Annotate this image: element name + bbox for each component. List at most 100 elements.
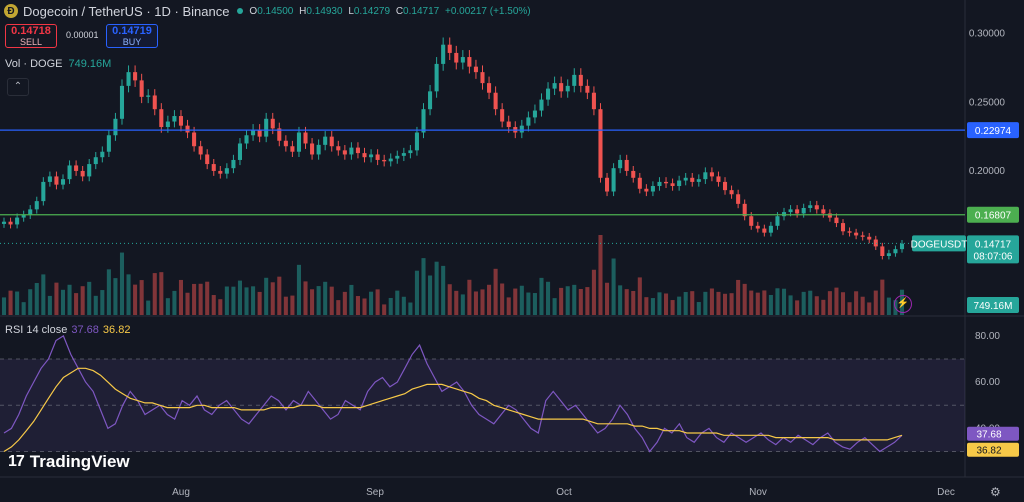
volume-bar	[441, 265, 446, 315]
candle-body	[290, 146, 295, 152]
candle-body	[690, 177, 695, 182]
volume-bar	[867, 302, 872, 315]
volume-bar	[467, 279, 472, 315]
lightning-icon[interactable]: ⚡	[894, 295, 912, 313]
ohlc-open: 0.14500	[257, 5, 294, 17]
volume-bar	[880, 279, 885, 315]
candle-body	[532, 110, 537, 118]
bar-countdown-label: 08:07:06	[974, 251, 1013, 262]
candle-body	[41, 181, 46, 202]
candle-body	[840, 223, 846, 232]
volume-bar	[126, 274, 131, 315]
candle-body	[893, 249, 898, 254]
sell-button[interactable]: 0.14718 SELL	[5, 24, 57, 48]
symbol-badge-label: DOGEUSDT	[911, 239, 968, 250]
rsi-legend-ma: 36.82	[102, 324, 131, 336]
candle-body	[119, 85, 125, 119]
rsi-line	[3, 335, 903, 453]
volume-bar	[840, 292, 846, 315]
time-tick-label: Aug	[172, 487, 190, 498]
candle-body	[834, 217, 839, 224]
candle-body	[873, 239, 878, 247]
price-tick-label: 0.30000	[969, 29, 1006, 40]
volume-bar	[434, 261, 439, 315]
volume-bar	[401, 296, 406, 315]
volume-bar	[93, 295, 98, 315]
candle-body	[434, 63, 439, 92]
candle-body	[722, 181, 728, 191]
volume-bar	[224, 286, 229, 315]
candle-body	[716, 176, 721, 182]
volume-bar	[47, 295, 52, 315]
volume-bar	[34, 283, 39, 315]
volume-legend[interactable]: Vol · DOGE 749.16M	[5, 58, 111, 70]
volume-bar	[546, 281, 551, 315]
volume-bar	[605, 282, 610, 315]
volume-bar	[237, 280, 243, 315]
candle-body	[218, 170, 223, 174]
volume-bar	[801, 291, 806, 315]
candle-body	[414, 132, 419, 151]
volume-bar	[382, 304, 387, 315]
gear-icon[interactable]: ⚙	[990, 485, 1001, 499]
volume-bar	[696, 302, 701, 315]
volume-bar	[270, 282, 275, 315]
volume-bar	[198, 283, 203, 315]
candle-body	[506, 121, 511, 128]
candle-body	[342, 150, 347, 155]
candle-body	[100, 151, 105, 158]
volume-bar	[8, 290, 13, 315]
candle-body	[736, 194, 741, 204]
candle-body	[152, 95, 157, 110]
candle-body	[473, 66, 478, 73]
buy-button[interactable]: 0.14719 BUY	[106, 24, 158, 48]
candle-body	[519, 125, 524, 133]
volume-bar	[637, 277, 642, 315]
candle-body	[185, 125, 190, 133]
volume-bar	[709, 288, 714, 315]
volume-bar	[388, 297, 393, 315]
volume-bar	[303, 281, 308, 315]
candle-body	[860, 235, 865, 237]
candle-body	[644, 188, 649, 192]
time-tick-label: Nov	[749, 487, 767, 498]
candle-body	[172, 116, 177, 122]
volume-bar	[231, 286, 236, 315]
volume-bar	[211, 295, 216, 315]
volume-bar	[21, 302, 26, 315]
volume-bar	[473, 291, 478, 315]
ohlc-close-key: C	[395, 5, 404, 17]
ohlc-low-key: L	[348, 5, 354, 17]
candle-body	[696, 179, 701, 182]
candle-body	[369, 154, 374, 158]
candle-body	[395, 155, 400, 159]
candle-body	[382, 159, 387, 162]
volume-bar	[722, 293, 728, 315]
candle-body	[565, 85, 570, 92]
rsi-legend[interactable]: RSI 14 close 37.68 36.82	[5, 324, 130, 336]
candle-body	[205, 154, 210, 165]
volume-bar	[762, 290, 767, 315]
level-price-badge	[967, 206, 1019, 223]
price-tick-label: 0.20000	[969, 166, 1006, 177]
chevron-up-icon[interactable]: ⌃	[7, 78, 29, 96]
candle-body	[165, 121, 170, 128]
volume-bar	[493, 268, 498, 315]
rsi-value-label: 37.68	[976, 430, 1001, 441]
volume-bar	[539, 277, 544, 315]
volume-bar	[100, 290, 105, 315]
volume-bar	[54, 282, 59, 315]
tradingview-logo[interactable]: 17 TradingView	[8, 452, 130, 472]
candle-body	[362, 153, 367, 158]
volume-bar	[28, 289, 33, 315]
candle-body	[21, 214, 26, 218]
candle-body	[814, 205, 819, 210]
volume-bar	[854, 291, 859, 315]
symbol-title[interactable]: Dogecoin / TetherUS · 1D · Binance	[23, 3, 230, 19]
volume-bar	[788, 295, 793, 315]
candle-body	[847, 231, 852, 233]
volume-bar	[67, 284, 72, 315]
volume-bar	[349, 284, 354, 315]
rsi-ma-badge	[967, 442, 1019, 457]
